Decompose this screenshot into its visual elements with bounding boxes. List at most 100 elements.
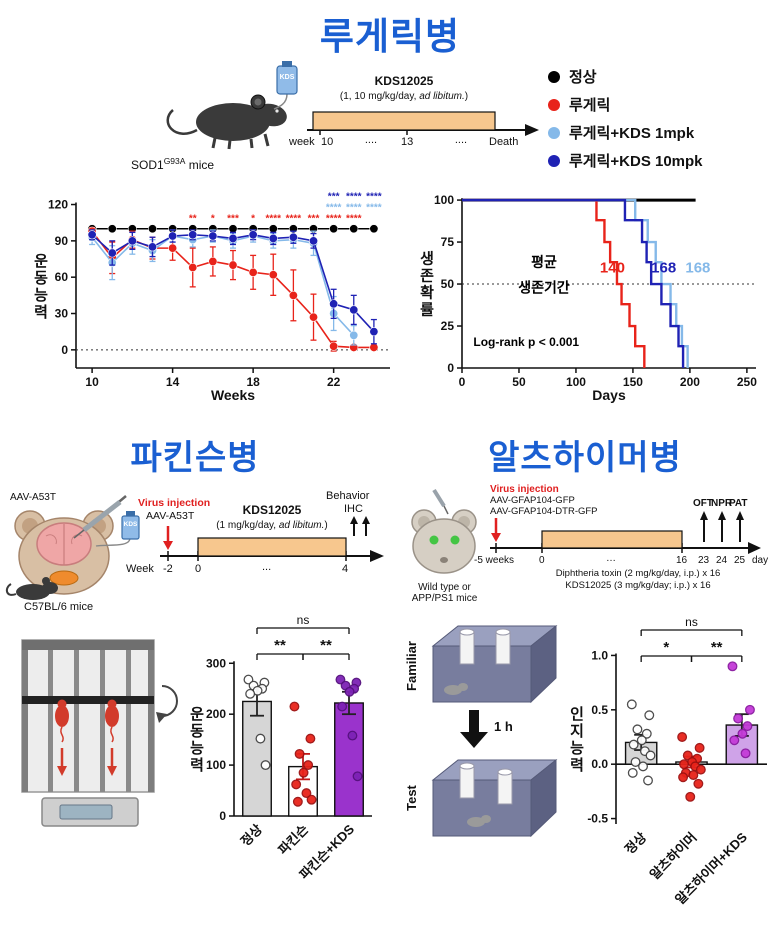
- svg-text:Days: Days: [592, 387, 626, 403]
- lane-divider: [100, 650, 105, 792]
- svg-text:력: 력: [570, 756, 584, 774]
- scale-display: [59, 804, 113, 820]
- als-dose-label: (1, 10 mg/kg/day, ad libitum.): [339, 91, 469, 102]
- alzheimer-schematic: Virus injection AAV-GFAP104-GFP AAV-GFAP…: [390, 484, 780, 626]
- svg-text:1.0: 1.0: [591, 648, 608, 662]
- timeline-arrowhead: [370, 550, 384, 562]
- rotation-arrow: [161, 685, 178, 717]
- parkinson-section-title: 파킨슨병: [130, 439, 260, 477]
- lane-divider: [48, 650, 53, 792]
- alzheimer-virus-injection-label: Virus injection: [490, 484, 559, 495]
- als-dots-2: ....: [454, 134, 468, 146]
- object-cylinder: [459, 765, 475, 799]
- svg-text:정상: 정상: [622, 829, 650, 857]
- svg-text:능: 능: [570, 740, 584, 757]
- gfp-eye: [450, 535, 460, 545]
- alzheimer-virus2-label: AAV-GFAP104-DTR-GFP: [490, 506, 598, 517]
- svg-text:0.0: 0.0: [591, 757, 608, 771]
- treatment-period-box: [312, 111, 496, 131]
- svg-text:30: 30: [55, 307, 69, 321]
- als-kds-bottle-label: KDS: [279, 74, 295, 81]
- svg-text:****: ****: [346, 192, 362, 203]
- object-cylinder: [495, 631, 511, 665]
- syringe-needle: [73, 529, 85, 539]
- test-box-side: [530, 758, 557, 838]
- parkinson-kds-bottle-label: KDS: [123, 521, 138, 528]
- svg-text:-0.5: -0.5: [587, 812, 608, 826]
- svg-text:*: *: [211, 213, 215, 224]
- svg-text:168: 168: [685, 259, 710, 276]
- alzheimer-dots: …: [606, 553, 616, 564]
- svg-text:**: **: [274, 637, 286, 654]
- mouse-nose: [440, 557, 448, 563]
- alzheimer-tick-24: 24: [716, 555, 728, 566]
- svg-text:**: **: [320, 637, 332, 654]
- svg-text:능: 능: [34, 287, 48, 304]
- als-dots-1: ....: [364, 134, 378, 146]
- mouse-head: [412, 518, 476, 574]
- svg-text:****: ****: [286, 213, 302, 224]
- mouse-eye: [275, 109, 279, 113]
- alzheimer-toxin-label: Diphtheria toxin (2 mg/kg/day, i.p.) x 1…: [555, 568, 721, 579]
- svg-text:생존기간: 생존기간: [518, 279, 570, 295]
- parkinson-dots: ...: [262, 561, 272, 573]
- svg-text:168: 168: [651, 259, 676, 276]
- svg-text:생: 생: [420, 251, 434, 268]
- svg-text:존: 존: [420, 268, 434, 285]
- svg-text:ns: ns: [297, 613, 310, 627]
- npr-label: NPR: [711, 498, 733, 509]
- lane-divider: [126, 650, 131, 792]
- alzheimer-tick-16: 16: [676, 555, 688, 566]
- parkinson-virus-name: AAV-A53T: [146, 510, 195, 522]
- parkinson-dose-label: (1 mg/kg/day, ad libitum.): [216, 520, 328, 531]
- place-recognition-illustration: Familiar Test 1 h: [398, 614, 573, 846]
- legend-marker-kds1: [548, 126, 560, 139]
- svg-text:력: 력: [34, 303, 48, 321]
- als-drug-label: KDS12025: [374, 74, 434, 88]
- timeline-arrowhead: [748, 542, 761, 554]
- mouse-in-box: [467, 817, 485, 827]
- pat-label: PAT: [729, 498, 748, 509]
- legend-item-normal: 정상: [548, 66, 776, 87]
- svg-text:ns: ns: [685, 615, 698, 629]
- rotarod-frame: [21, 639, 155, 793]
- svg-text:0: 0: [61, 343, 68, 357]
- legend-marker-normal: [548, 70, 560, 83]
- mouse-on-rod: [105, 705, 119, 727]
- legend-marker-als: [548, 98, 560, 111]
- als-legend: 정상 루게릭 루게릭+KDS 1mpk 루게릭+KDS 10mpk: [548, 66, 776, 178]
- parkinson-week-label: Week: [126, 563, 154, 575]
- mouse-body: [16, 584, 50, 600]
- alzheimer-tick-23: 23: [698, 555, 710, 566]
- mouse-in-box: [444, 685, 462, 695]
- svg-text:**: **: [189, 213, 197, 224]
- mouse-head: [255, 103, 287, 127]
- svg-text:50: 50: [512, 375, 526, 389]
- alzheimer-tick-m5: -5 weeks: [474, 555, 515, 566]
- svg-text:****: ****: [265, 213, 281, 224]
- infusion-tube: [95, 537, 131, 547]
- legend-item-kds1: 루게릭+KDS 1mpk: [548, 122, 776, 143]
- svg-text:100: 100: [206, 758, 226, 772]
- parkinson-tick-m2: -2: [163, 563, 173, 575]
- als-tick-10: 10: [321, 136, 334, 148]
- interval-label: 1 h: [494, 719, 513, 734]
- als-mouse-label: SOD1G93A mice: [131, 156, 215, 172]
- mouse-body: [196, 103, 270, 141]
- alzheimer-day-label: day: [752, 555, 769, 566]
- parkinson-schematic: AAV-A53T KDS Virus injection AAV-A53T KD…: [0, 486, 392, 616]
- place-recognition-art: [431, 624, 558, 838]
- test-box-front: [432, 779, 532, 837]
- alzheimer-mouse-label-2: APP/PS1 mice: [411, 593, 478, 604]
- mouse-tail: [166, 109, 198, 135]
- legend-label: 루게릭+KDS 10mpk: [569, 153, 703, 170]
- svg-text:력: 력: [190, 756, 204, 774]
- svg-text:300: 300: [206, 656, 226, 670]
- parkinson-virus-injection-label: Virus injection: [138, 497, 211, 509]
- svg-text:****: ****: [346, 213, 362, 224]
- svg-text:운: 운: [190, 706, 204, 723]
- rotarod-illustration: [21, 639, 178, 827]
